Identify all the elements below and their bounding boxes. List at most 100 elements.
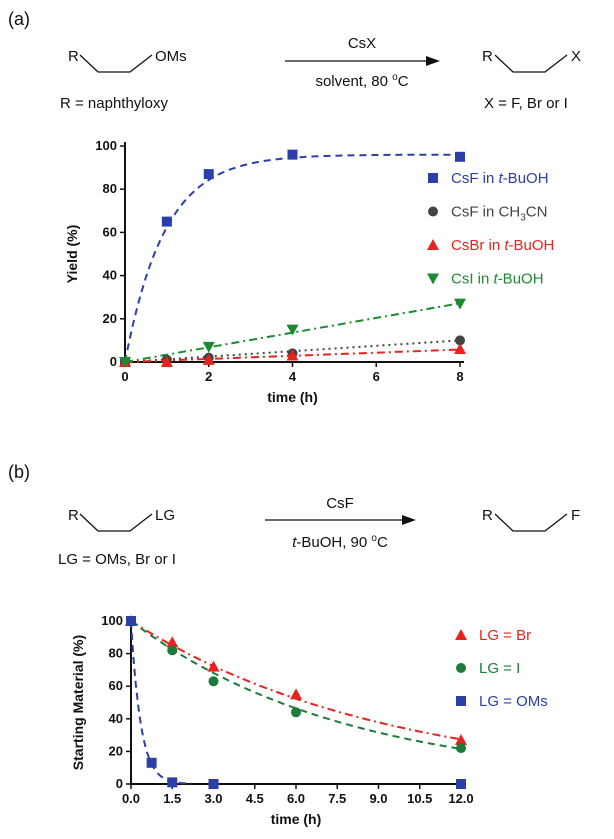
product-group-a: X [571,48,581,65]
reactant-note-a: R = naphthyloxy [60,95,168,112]
legend-marker [456,696,466,706]
y-tick-label: 100 [101,613,123,628]
data-point [166,636,179,648]
data-point [167,777,178,788]
scheme-b: (b) R LG LG = OMs, Br or I CsF t-BuOH, 9… [8,462,580,568]
conditions-a: solvent, 80 oC [315,72,408,90]
arrow-head-icon [402,515,416,525]
product-chain-b [494,513,568,532]
y-tick-label: 20 [103,311,117,326]
data-point [208,676,219,687]
data-point [208,779,219,789]
product-r-b: R [482,507,493,524]
reactant-group-a: OMs [155,48,187,65]
legend-marker [456,663,466,673]
series-line [130,620,462,750]
legend-label: LG = OMs [479,693,548,710]
reactant-r-b: R [68,507,79,524]
series-1 [126,616,466,754]
series-2 [126,616,466,789]
x-tick-label: 10.5 [407,791,432,806]
data-point [203,169,214,180]
x-tick-label: 4.5 [246,791,264,806]
legend-marker [455,629,467,640]
series-line [130,620,192,785]
data-point [454,298,466,310]
data-point [119,357,131,368]
panel-label-a: (a) [8,9,30,29]
series-3 [119,298,466,368]
data-point [455,151,465,162]
data-point [161,216,172,227]
data-point [456,779,466,789]
x-tick-label: 3.0 [204,791,222,806]
product-group-b: F [571,507,580,524]
y-tick-label: 80 [103,181,117,196]
reactant-chain-a [79,54,153,73]
product-note-a: X = F, Br or I [484,95,568,112]
reactant-note-b: LG = OMs, Br or I [58,551,176,568]
x-tick-label: 4 [289,369,297,384]
data-point [454,343,466,355]
legend-marker [427,239,439,250]
conditions-b: t-BuOH, 90 oC [292,533,388,551]
x-tick-label: 7.5 [328,791,346,806]
series-line [124,302,461,363]
product-chain-a [494,54,568,73]
data-point [290,688,302,700]
arrow-head-icon [426,56,440,66]
data-point [286,324,299,336]
reagent-b: CsF [326,495,354,512]
legend-label: CsF in CH3CN [451,204,547,224]
data-point [167,645,178,656]
y-tick-label: 100 [95,138,117,153]
legend-label: CsI in t-BuOH [451,271,544,288]
y-tick-label: 80 [109,646,123,661]
y-tick-label: 0 [110,354,117,369]
x-tick-label: 0.0 [122,791,140,806]
y-tick-label: 60 [109,678,123,693]
y-axis-title: Yield (%) [64,225,80,284]
y-tick-label: 0 [116,776,123,791]
legend-marker [428,173,438,183]
series-line [130,620,462,741]
data-point [291,707,301,718]
data-point [287,149,298,160]
data-point [146,757,157,768]
x-tick-label: 6.0 [287,791,305,806]
y-axis-title: Starting Material (%) [70,635,86,770]
reactant-chain-b [79,513,153,532]
x-axis-title: time (h) [267,389,318,405]
series-0 [125,615,467,745]
legend-marker [427,273,439,285]
scheme-a: (a) R OMs R = naphthyloxy CsX solvent, 8… [8,9,581,112]
y-tick-label: 40 [103,268,117,283]
legend-label: CsF in t-BuOH [451,170,549,187]
reagent-a: CsX [348,35,376,52]
x-tick-label: 2 [205,369,212,384]
y-tick-label: 20 [109,743,123,758]
x-tick-label: 12.0 [448,791,473,806]
data-point [455,733,467,745]
data-point [456,743,466,754]
data-point [207,660,220,672]
x-tick-label: 1.5 [163,791,181,806]
data-point [202,341,215,353]
series-line [124,339,461,363]
y-tick-label: 40 [109,711,123,726]
panel-label-b: (b) [8,462,30,482]
data-point [455,335,465,346]
legend-label: LG = Br [479,627,531,644]
data-point [202,353,215,365]
product-r-a: R [482,48,493,65]
series-2 [119,343,466,367]
x-tick-label: 6 [373,369,380,384]
chart-a: 0 20 40 60 80 100 0 2 4 6 8 time (h) Yield (%) CsF in… [64,138,554,405]
x-tick-label: 9.0 [369,791,387,806]
x-tick-label: 8 [456,369,463,384]
x-axis-title: time (h) [271,811,322,827]
data-point [126,616,136,626]
reactant-r-a: R [68,48,79,65]
x-tick-label: 0 [121,369,128,384]
